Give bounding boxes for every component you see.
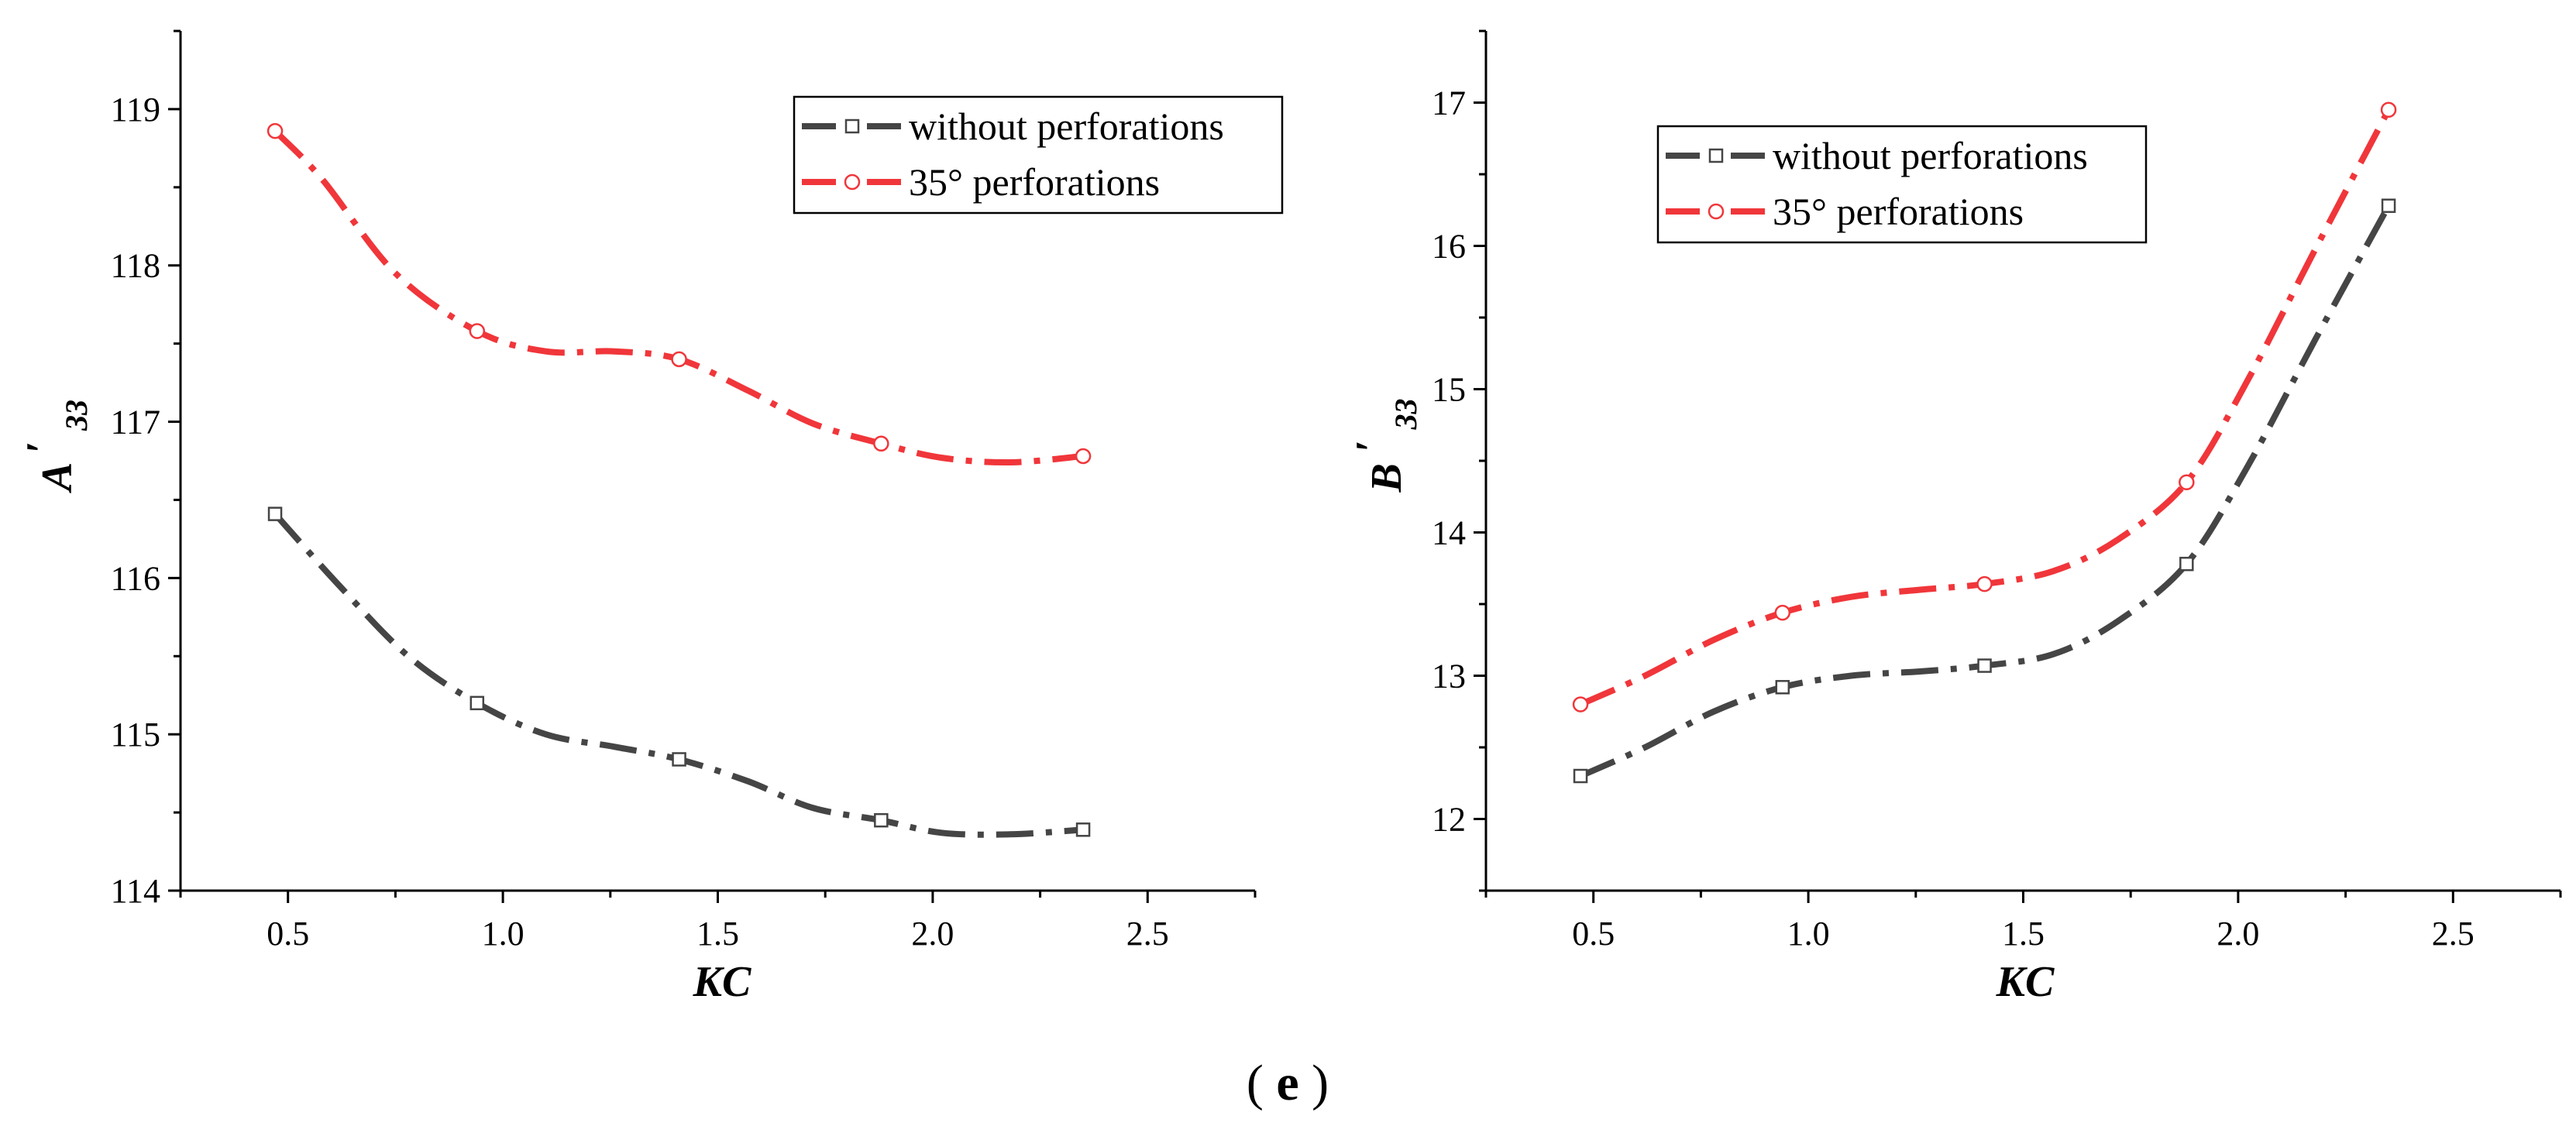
- chart-a33-x-tick-label: 2.0: [911, 915, 954, 953]
- chart-a33-series-without-perforations-line: [273, 511, 1084, 838]
- chart-a33-y-tick-label: 115: [111, 716, 160, 754]
- chart-a33-y-tick-label: 114: [111, 872, 160, 910]
- chart-b33-series-without-perforations-point: [2179, 556, 2194, 572]
- chart-b33-series-35deg-perforations-point: [1976, 575, 1993, 592]
- chart-b33-legend-box: [1656, 125, 2148, 244]
- chart-b33-y-tick-label: 16: [1432, 228, 1466, 266]
- chart-b33-y-tick-label: 12: [1432, 801, 1466, 839]
- chart-a33-y-axis-title-prime: ′: [18, 441, 66, 454]
- chart-b33-legend-35deg-perforations-label: 35° perforations: [1773, 190, 2024, 233]
- chart-b33-axes: 12 13 14 15 16 17 0.5 1.0 1.5 2.0 2.5: [1432, 29, 2562, 953]
- chart-b33-y-tick-label: 13: [1432, 658, 1466, 695]
- chart-a33-series-35deg-perforations-point: [671, 351, 687, 368]
- chart-a33-y-axis-title-main: A: [33, 463, 81, 493]
- chart-a33-series-without-perforations-point: [672, 752, 686, 767]
- chart-b33-y-axis-title-sub: 33: [1388, 398, 1423, 430]
- chart-a33-series-without-perforations-point: [469, 695, 485, 711]
- chart-a33-y-tick-label: 118: [111, 247, 160, 285]
- chart-a33-series-35deg-perforations-point: [267, 122, 284, 139]
- chart-b33-series-without-perforations-point: [1977, 658, 1992, 673]
- chart-a33-series-without-perforations-point: [874, 812, 889, 828]
- figure-caption: ( e ): [1247, 1055, 1329, 1111]
- chart-b33-series-35deg-perforations-point: [2179, 474, 2195, 490]
- chart-a33-legend-without-perforations-marker: [844, 118, 860, 134]
- chart-a33: 114 115 116 117 118 119 0.5 1.0 1.5 2.0 2.5 withou…: [18, 29, 1284, 1006]
- figure-caption-close: ): [1312, 1055, 1329, 1111]
- chart-b33-series-35deg-perforations-line: [1579, 108, 2392, 708]
- chart-b33-y-axis-title-main: B: [1363, 463, 1411, 493]
- chart-b33-series-35deg-perforations-point: [1774, 604, 1791, 621]
- chart-b33: 12 13 14 15 16 17 0.5 1.0 1.5 2.0 2.5 without perf…: [1347, 29, 2562, 1006]
- chart-a33-series-35deg-perforations-point: [469, 323, 486, 339]
- chart-a33-legend-35deg-perforations-marker: [844, 173, 861, 191]
- chart-b33-series-without-perforations-point: [1775, 680, 1790, 695]
- chart-b33-y-axis-title: B ′ 33: [1347, 398, 1423, 493]
- chart-a33-x-tick-label: 1.5: [696, 915, 739, 953]
- chart-a33-series-35deg-perforations-line: [273, 129, 1084, 466]
- chart-b33-y-tick-label: 14: [1432, 514, 1466, 552]
- chart-b33-x-tick-label: 0.5: [1572, 915, 1615, 953]
- chart-a33-y-axis-title: A ′ 33: [18, 400, 94, 493]
- chart-a33-legend-35deg-perforations-label: 35° perforations: [909, 160, 1160, 204]
- chart-a33-y-axis-title-sub: 33: [59, 400, 94, 431]
- chart-b33-y-tick-label: 17: [1432, 84, 1466, 122]
- chart-b33-series-without-perforations-line: [1579, 204, 2392, 779]
- chart-a33-x-tick-label: 2.5: [1126, 915, 1169, 953]
- chart-a33-series: [267, 122, 1092, 838]
- chart-b33-x-tick-label: 1.0: [1787, 915, 1830, 953]
- chart-b33-x-tick-label: 2.0: [2217, 915, 2259, 953]
- chart-a33-y-tick-label: 117: [111, 403, 160, 441]
- chart-a33-legend: without perforations 35° perforations: [793, 95, 1284, 215]
- chart-b33-legend-without-perforations-marker: [1708, 148, 1724, 163]
- chart-b33-y-axis-title-prime: ′: [1347, 440, 1395, 452]
- chart-a33-y-tick-label: 119: [111, 91, 160, 129]
- chart-b33-legend-without-perforations-label: without perforations: [1773, 134, 2088, 177]
- chart-b33-series-35deg-perforations-point: [2380, 101, 2397, 118]
- chart-a33-series-35deg-perforations-point: [873, 435, 889, 452]
- chart-a33-legend-box: [793, 95, 1284, 215]
- chart-a33-x-tick-label: 1.0: [482, 915, 524, 953]
- chart-b33-series-without-perforations-point: [1573, 768, 1588, 784]
- chart-b33-x-tick-label: 1.5: [2002, 915, 2045, 953]
- chart-a33-axes: 114 115 116 117 118 119 0.5 1.0 1.5 2.0 2.5: [111, 29, 1257, 953]
- chart-a33-x-tick-label: 0.5: [267, 915, 309, 953]
- chart-b33-series: [1572, 101, 2397, 784]
- chart-b33-x-axis-title: KC: [1996, 958, 2055, 1006]
- chart-b33-series-without-perforations-point: [2381, 198, 2396, 213]
- figure-caption-open: (: [1247, 1055, 1264, 1111]
- chart-b33-y-tick-label: 15: [1432, 371, 1466, 409]
- chart-a33-y-tick-label: 116: [111, 559, 160, 597]
- chart-b33-legend: without perforations 35° perforations: [1656, 125, 2148, 244]
- chart-a33-series-35deg-perforations-point: [1075, 448, 1092, 465]
- chart-a33-series-without-perforations-point: [267, 506, 283, 521]
- chart-a33-legend-without-perforations-label: without perforations: [909, 105, 1224, 148]
- chart-b33-x-tick-label: 2.5: [2432, 915, 2475, 953]
- figure-caption-letter: e: [1276, 1055, 1298, 1111]
- chart-a33-x-axis-title: KC: [693, 958, 751, 1006]
- chart-a33-series-without-perforations-point: [1075, 822, 1091, 837]
- chart-b33-series-35deg-perforations-point: [1572, 696, 1589, 712]
- chart-b33-legend-35deg-perforations-marker: [1708, 203, 1725, 220]
